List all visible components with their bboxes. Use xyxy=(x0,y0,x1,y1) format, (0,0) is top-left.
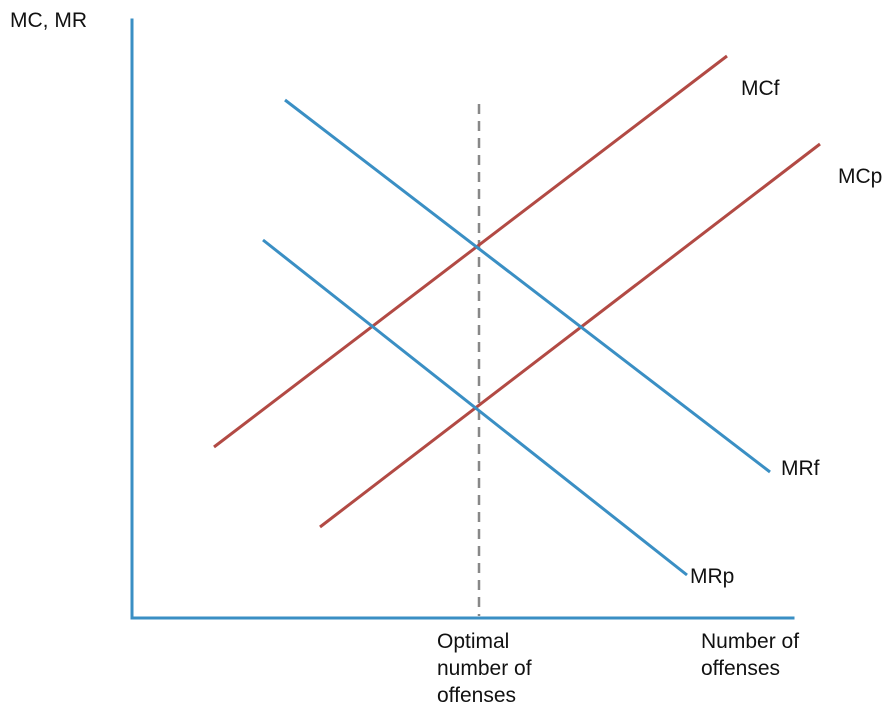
optimal-quantity-label-line: offenses xyxy=(437,684,516,707)
mcf-curve-label: MCf xyxy=(741,77,780,100)
optimal-quantity-label-line: Optimal xyxy=(437,630,509,653)
y-axis-label: MC, MR xyxy=(10,9,87,32)
mcf-curve xyxy=(213,54,728,449)
mrf-curve-label: MRf xyxy=(781,457,820,480)
mrp-curve xyxy=(262,238,688,577)
x-axis-label-line: Number of xyxy=(701,630,799,653)
optimal-quantity-label-line: number of xyxy=(437,657,532,680)
mrp-curve-label: MRp xyxy=(690,565,734,588)
optimal-quantity-label: Optimal number of offenses xyxy=(437,630,537,707)
x-axis-label: Number of offenses xyxy=(701,630,805,680)
mrf-curve xyxy=(284,98,771,474)
x-axis-label-line: offenses xyxy=(701,657,780,680)
mcp-curve-label: MCp xyxy=(838,165,882,188)
mcp-curve xyxy=(319,142,821,529)
